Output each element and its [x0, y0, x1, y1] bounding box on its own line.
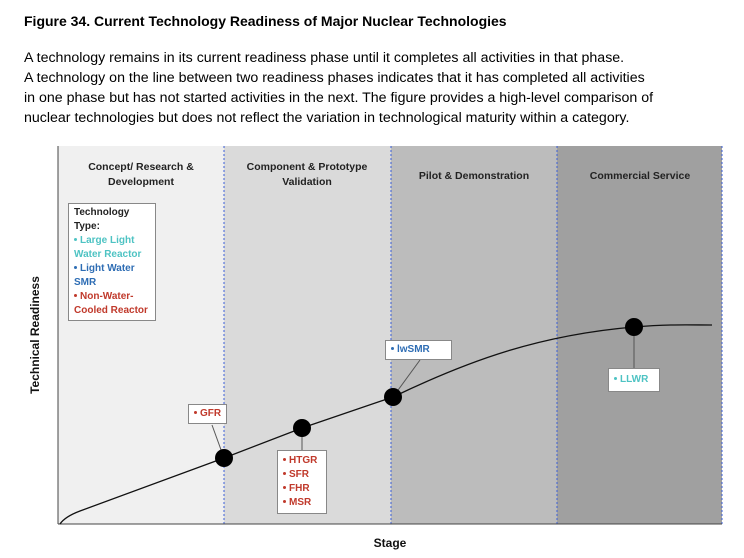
- intro-line: A technology remains in its current read…: [24, 50, 625, 66]
- figure-title: Figure 34. Current Technology Readiness …: [24, 13, 507, 29]
- tech-label: LLWR: [608, 368, 660, 392]
- tech-point: [215, 449, 233, 467]
- legend-item: Light Water SMR: [74, 262, 150, 290]
- tech-text: GFR: [200, 408, 222, 419]
- phase-title: Commercial Service: [589, 170, 691, 182]
- tech-label: lwSMR: [385, 340, 452, 360]
- intro-line: in one phase but has not started activit…: [24, 90, 654, 106]
- intro-line: nuclear technologies but does not reflec…: [24, 110, 630, 126]
- tech-point: [625, 318, 643, 336]
- legend: Technology Type: Large Light Water React…: [68, 203, 156, 321]
- intro-line: A technology on the line between two rea…: [24, 70, 645, 86]
- tech-text: FHR: [289, 483, 310, 494]
- phase-bg: [391, 146, 557, 524]
- phase-title: Component & Prototype Validation: [246, 161, 368, 188]
- readiness-curve: [59, 324, 713, 525]
- tech-text: lwSMR: [397, 344, 430, 355]
- tech-label: GFR: [188, 404, 228, 424]
- intro: A technology remains in its current read…: [24, 48, 653, 128]
- phase-title: Concept/ Research & Development: [88, 161, 194, 188]
- tech-text: SFR: [289, 469, 309, 480]
- tech-point: [293, 419, 311, 437]
- tech-text: HTGR: [289, 455, 318, 466]
- legend-text: Large Light Water Reactor: [74, 235, 142, 260]
- tech-point: [384, 388, 402, 406]
- y-axis-label: Technical Readiness: [28, 276, 42, 394]
- phase-bg: [557, 146, 722, 524]
- tech-label: HTGR SFR FHR MSR: [277, 450, 327, 514]
- legend-title: Technology Type:: [74, 207, 130, 232]
- x-axis-label: Stage: [373, 536, 407, 550]
- legend-text: Light Water SMR: [74, 263, 135, 288]
- phase-title: Pilot & Demonstration: [418, 170, 530, 182]
- tech-text: LLWR: [620, 374, 649, 385]
- tech-text: MSR: [289, 497, 312, 508]
- legend-item: Non-Water-Cooled Reactor: [74, 290, 150, 318]
- legend-text: Non-Water-Cooled Reactor: [74, 291, 148, 316]
- legend-item: Large Light Water Reactor: [74, 234, 150, 262]
